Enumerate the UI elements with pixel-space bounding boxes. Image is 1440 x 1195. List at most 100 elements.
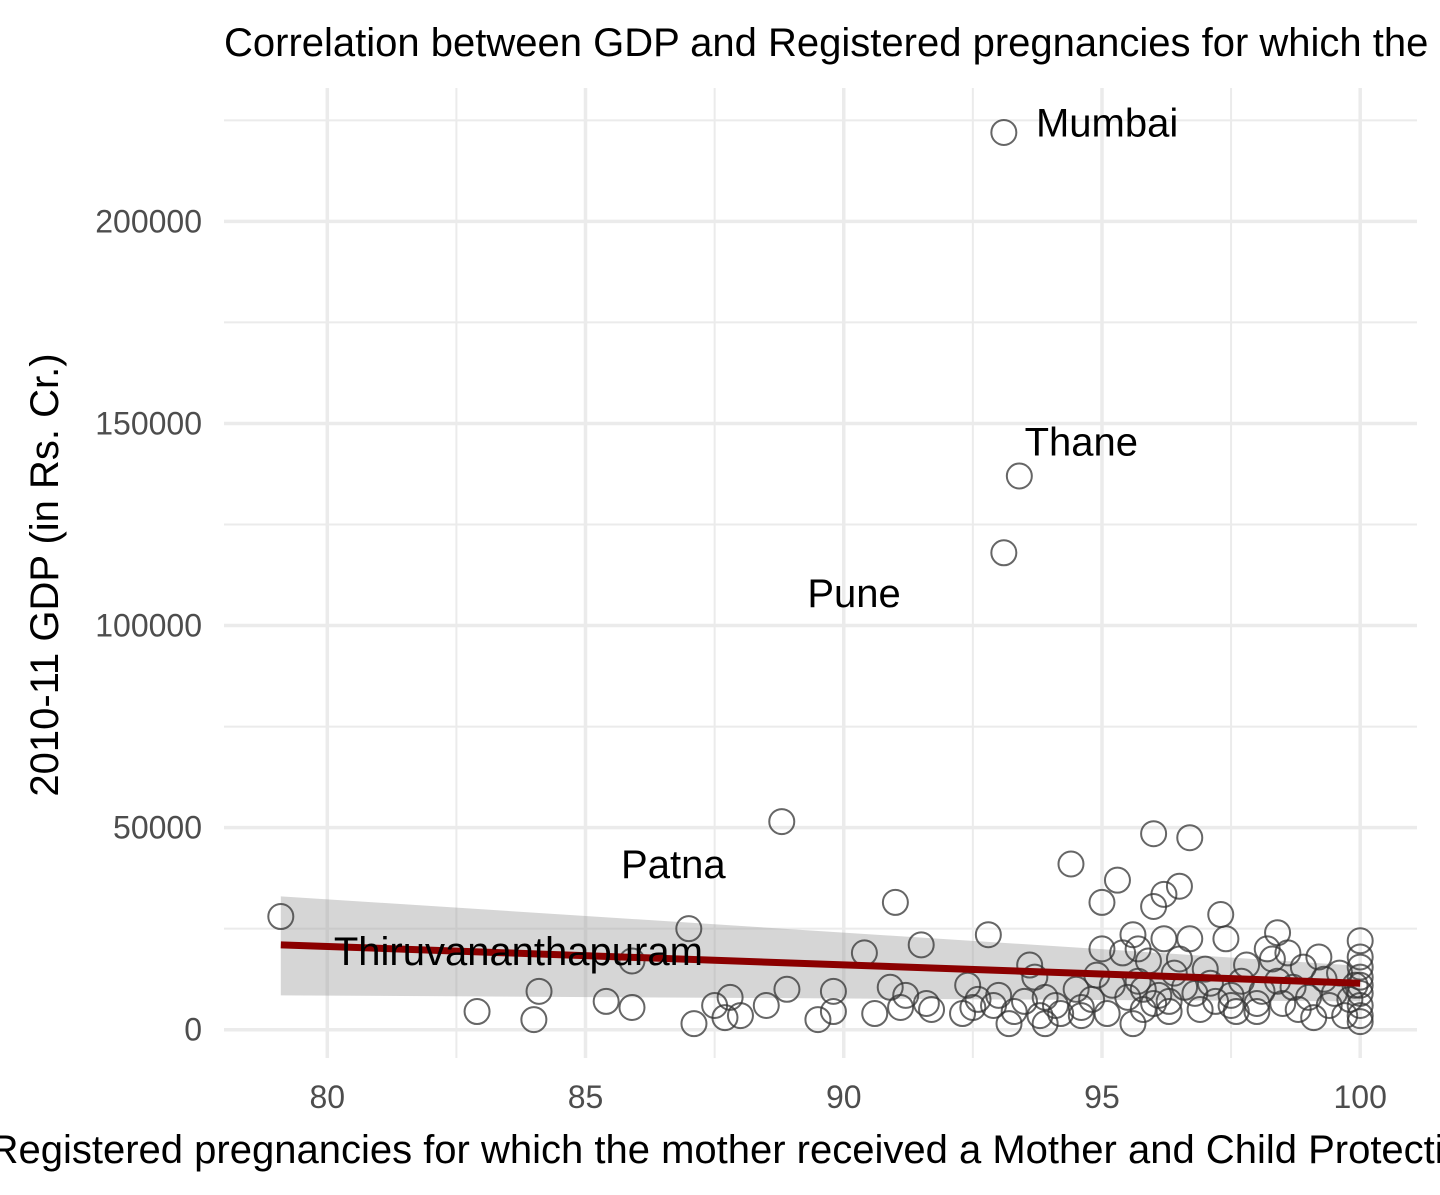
data-point — [907, 931, 935, 959]
point-label: Mumbai — [1036, 101, 1178, 145]
data-point — [861, 1000, 889, 1028]
data-point — [1207, 901, 1235, 929]
data-point — [1274, 939, 1302, 967]
data-point — [985, 981, 1013, 1009]
data-point — [1315, 991, 1343, 1019]
fit-line — [280, 941, 1361, 987]
data-point — [726, 1002, 754, 1030]
data-point — [773, 975, 801, 1003]
data-point — [990, 539, 1018, 567]
data-point — [1016, 951, 1044, 979]
data-point — [1346, 953, 1374, 981]
y-tick-label: 0 — [184, 1012, 202, 1048]
data-point — [819, 977, 847, 1005]
x-axis-label: Registered pregnancies for which the mot… — [0, 1128, 1440, 1172]
data-point — [768, 808, 796, 836]
data-point — [1191, 955, 1219, 983]
data-point — [892, 981, 920, 1009]
data-point — [995, 1010, 1023, 1038]
data-point — [1186, 996, 1214, 1023]
data-point — [819, 998, 847, 1026]
grid-lines — [224, 88, 1417, 1058]
data-point — [1155, 998, 1183, 1026]
point-label: Pune — [807, 572, 900, 616]
data-point — [1212, 925, 1240, 953]
data-point — [887, 993, 915, 1021]
data-point — [1269, 989, 1297, 1017]
data-point — [1346, 963, 1374, 991]
data-point — [1088, 935, 1116, 963]
x-tick-label: 85 — [568, 1079, 604, 1115]
data-point — [959, 993, 987, 1021]
data-point — [1026, 1002, 1054, 1030]
fit-line-layer — [280, 941, 1361, 987]
data-point — [525, 977, 553, 1005]
data-point — [1176, 925, 1204, 953]
point-label: Thane — [1025, 421, 1138, 465]
data-point — [912, 989, 940, 1017]
chart-title: Correlation between GDP and Registered p… — [224, 21, 1440, 65]
data-point — [752, 991, 780, 1019]
data-point — [918, 996, 946, 1023]
data-point — [267, 903, 295, 931]
data-point — [1067, 1002, 1095, 1030]
data-point — [1150, 880, 1178, 908]
x-tick-label: 90 — [826, 1079, 862, 1115]
data-point — [1088, 888, 1116, 916]
data-point — [1140, 989, 1168, 1017]
data-point — [1005, 462, 1033, 490]
data-point — [1165, 872, 1193, 900]
data-point — [1119, 1010, 1147, 1038]
data-point — [1140, 820, 1168, 848]
data-point — [1346, 927, 1374, 955]
data-point — [990, 118, 1018, 146]
data-point — [1062, 975, 1090, 1003]
data-point — [1346, 991, 1374, 1019]
data-point — [1222, 998, 1250, 1026]
y-tick-label: 150000 — [95, 405, 202, 441]
x-tick-label: 100 — [1333, 1079, 1386, 1115]
x-tick-label: 95 — [1084, 1079, 1120, 1115]
data-point — [1155, 987, 1183, 1015]
data-point — [1346, 1002, 1374, 1030]
data-point — [1346, 943, 1374, 971]
data-point — [1243, 998, 1271, 1026]
x-tick-label: 80 — [309, 1079, 345, 1115]
y-tick-label: 50000 — [113, 810, 202, 846]
data-point — [881, 888, 909, 916]
y-axis-ticks: 0 50000 100000 150000 200000 — [95, 203, 202, 1047]
data-point — [1217, 981, 1245, 1009]
x-axis-ticks: 80 85 90 95 100 — [309, 1079, 1386, 1115]
data-point — [1331, 1002, 1359, 1030]
y-axis-label: 2010-11 GDP (in Rs. Cr.) — [23, 353, 67, 796]
data-point — [675, 915, 703, 943]
data-point — [463, 998, 491, 1026]
data-point — [1010, 987, 1038, 1015]
data-point — [680, 1010, 708, 1038]
data-point — [711, 1004, 739, 1032]
data-point — [1047, 1000, 1075, 1028]
data-point — [804, 1006, 832, 1034]
data-point — [1119, 921, 1147, 949]
data-point — [974, 921, 1002, 949]
y-tick-label: 200000 — [95, 203, 202, 239]
data-point — [520, 1006, 548, 1034]
data-point — [1196, 969, 1224, 997]
data-point — [1103, 866, 1131, 894]
data-point — [1067, 993, 1095, 1021]
data-point — [1258, 945, 1286, 973]
y-tick-label: 100000 — [95, 608, 202, 644]
point-label: Thiruvananthapuram — [334, 930, 703, 974]
point-label: Patna — [621, 843, 726, 887]
data-point — [618, 993, 646, 1021]
data-points — [267, 118, 1374, 1038]
data-point — [1217, 991, 1245, 1019]
data-point — [592, 987, 620, 1015]
data-point — [1346, 1008, 1374, 1036]
data-point — [1176, 824, 1204, 852]
data-point — [1305, 943, 1333, 971]
data-point — [1000, 998, 1028, 1026]
data-point — [1093, 1000, 1121, 1028]
data-point — [1057, 850, 1085, 878]
